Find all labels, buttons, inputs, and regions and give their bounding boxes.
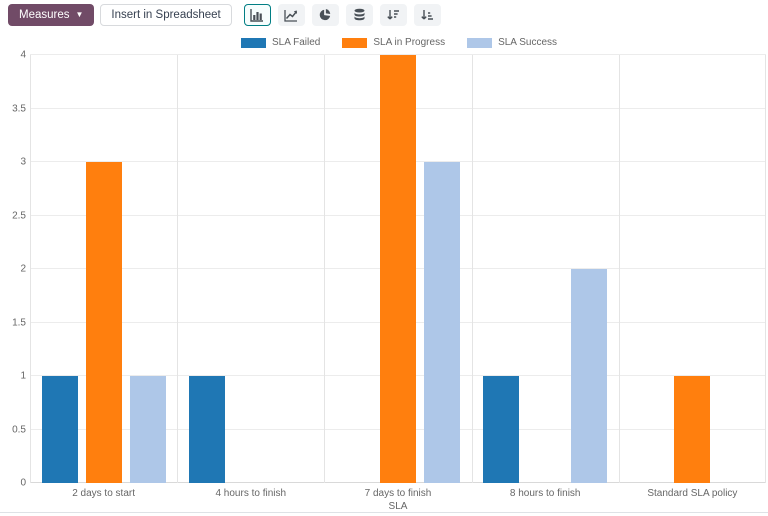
bar-slot	[482, 55, 521, 483]
bar[interactable]	[85, 162, 122, 483]
x-tick-label: 7 days to finish	[364, 488, 432, 499]
bar-slot	[570, 55, 609, 483]
chevron-down-icon: ▼	[75, 10, 84, 19]
bar[interactable]	[674, 376, 711, 483]
bar-slot	[231, 55, 270, 483]
legend-item[interactable]: SLA Success	[467, 37, 557, 48]
bar-slot	[422, 55, 461, 483]
gridline-horizontal	[30, 54, 766, 55]
y-tick-label: 2	[20, 263, 26, 275]
gridline-vertical	[324, 55, 326, 483]
bar[interactable]	[379, 55, 416, 483]
x-tick-label: 2 days to start	[72, 488, 135, 499]
gridline-vertical	[30, 55, 31, 483]
x-axis-labels: 2 days to start 4 hours to finish 7 days t…	[30, 488, 766, 500]
bar-slot	[40, 55, 79, 483]
y-tick-label: 3.5	[12, 103, 26, 114]
gridline-vertical	[471, 55, 473, 483]
bar-slot	[526, 55, 565, 483]
sort-descending-button[interactable]	[379, 4, 407, 26]
y-tick-label: 4	[20, 49, 26, 61]
legend-label: SLA in Progress	[373, 37, 446, 48]
bar[interactable]	[41, 376, 78, 483]
chart-plot-area	[30, 54, 766, 483]
database-icon	[353, 8, 366, 22]
bar[interactable]	[571, 269, 608, 483]
bar-group	[472, 55, 619, 483]
sort-descending-icon	[386, 8, 400, 22]
chart-legend: SLA Failed SLA in Progress SLA Success	[30, 37, 768, 48]
bar-group	[177, 55, 324, 483]
chart-type-buttons	[243, 4, 441, 26]
legend-item[interactable]: SLA Failed	[240, 37, 321, 48]
x-tick-label: 8 hours to finish	[509, 488, 581, 499]
y-tick-label: 2.5	[12, 210, 26, 221]
sort-ascending-icon	[420, 8, 434, 22]
line-chart-icon	[284, 8, 298, 22]
bar-slot	[717, 55, 756, 483]
bar-slot	[187, 55, 226, 483]
bar-slot	[84, 55, 123, 483]
bar-slot	[378, 55, 417, 483]
insert-in-spreadsheet-label: Insert in Spreadsheet	[111, 9, 221, 21]
measures-button-label: Measures	[19, 9, 70, 21]
bar-slot	[629, 55, 668, 483]
y-tick-label: 1.5	[12, 317, 26, 328]
bar[interactable]	[129, 376, 166, 483]
measures-button[interactable]: Measures ▼	[8, 4, 95, 26]
bar-slot	[334, 55, 373, 483]
y-tick-label: 3	[20, 156, 26, 168]
gridline-vertical	[618, 55, 620, 483]
bar-group	[30, 55, 177, 483]
sort-ascending-button[interactable]	[413, 4, 441, 26]
bar-slot	[128, 55, 167, 483]
y-tick-label: 1	[20, 370, 26, 382]
y-tick-label: 0	[20, 477, 26, 489]
legend-swatch	[467, 37, 493, 48]
line-chart-button[interactable]	[277, 4, 305, 26]
bar-slot	[275, 55, 314, 483]
legend-swatch	[240, 37, 266, 48]
gridline-vertical	[177, 55, 179, 483]
x-axis-title: SLA	[388, 501, 408, 512]
y-tick-label: 0.5	[12, 424, 26, 435]
bar[interactable]	[188, 376, 225, 483]
graph-toolbar: Measures ▼ Insert in Spreadsheet	[0, 0, 768, 30]
bar[interactable]	[483, 376, 520, 483]
bar-slot	[673, 55, 712, 483]
legend-label: SLA Success	[498, 37, 557, 48]
legend-item[interactable]: SLA in Progress	[342, 37, 445, 48]
pie-chart-icon	[318, 8, 332, 22]
bar-chart-button[interactable]	[243, 4, 271, 26]
view-bottom-border	[0, 512, 768, 513]
bar-group	[324, 55, 471, 483]
pie-chart-button[interactable]	[311, 4, 339, 26]
bar[interactable]	[423, 162, 460, 483]
bar-group	[619, 55, 766, 483]
gridline-vertical	[765, 55, 766, 483]
bar-chart-icon	[250, 8, 264, 22]
y-axis: 0 0.5 1 1.5 2 2.5 3 3.5 4	[0, 50, 28, 489]
legend-swatch	[342, 37, 368, 48]
stacked-button[interactable]	[345, 4, 373, 26]
legend-label: SLA Failed	[271, 37, 321, 48]
insert-in-spreadsheet-button[interactable]: Insert in Spreadsheet	[100, 4, 232, 26]
x-tick-label: 4 hours to finish	[215, 488, 287, 499]
x-tick-label: Standard SLA policy	[647, 488, 738, 499]
